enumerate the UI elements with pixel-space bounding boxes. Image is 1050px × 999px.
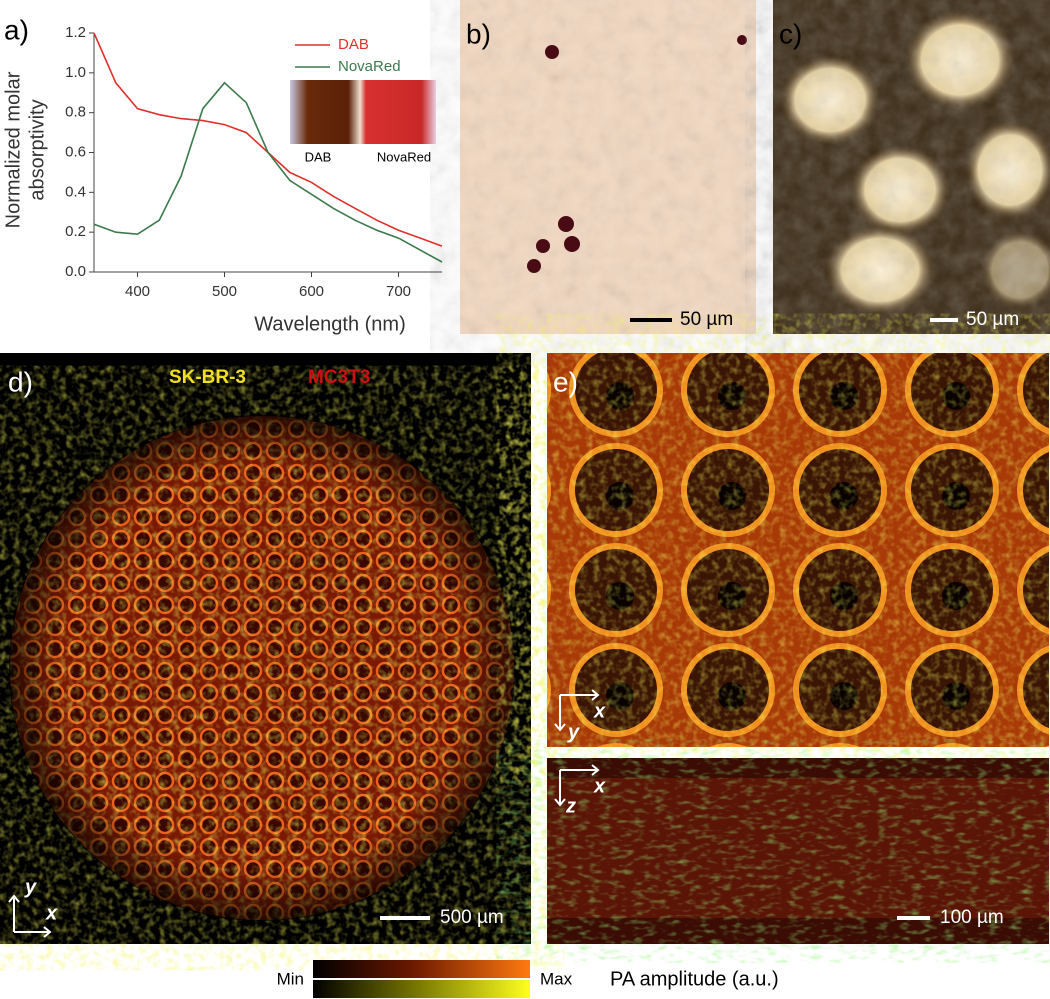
y-tick-label: 0.4 [65, 183, 86, 200]
scale-bar-label: 50 µm [966, 309, 1019, 330]
axis-letters: y x x y x z [24, 700, 606, 924]
panel-label: c) [779, 18, 802, 49]
y-tick-label: 0.8 [65, 104, 86, 121]
stain-label: SK-BR-3 [169, 367, 246, 388]
arrow [8, 894, 52, 938]
x-tick-label: 400 [125, 283, 150, 300]
color-swatch [290, 80, 436, 144]
disk-edge [9, 415, 515, 921]
y-tick-label: 0.6 [65, 143, 86, 160]
panel-d-image [0, 353, 531, 944]
panel-b-image [460, 0, 756, 334]
data-line [93, 81, 443, 263]
arrow [554, 764, 600, 807]
panel-e-image [547, 353, 1049, 944]
y-tick-label: 0.2 [65, 223, 86, 240]
stained-cell [737, 35, 747, 45]
axis-letter: z [565, 795, 576, 817]
panel-label: d) [8, 366, 33, 397]
panel-label: b) [466, 18, 491, 49]
axis-letter: y [24, 876, 37, 898]
axis-letter: y [567, 721, 580, 743]
scale-bar-label: 100 µm [940, 907, 1004, 928]
y-axis-label: Normalized molar [2, 71, 24, 228]
colorbar-max: Max [540, 969, 573, 988]
x-tick-label: 700 [386, 283, 411, 300]
arrow [554, 689, 600, 732]
scale-bar-label: 50 µm [680, 309, 733, 330]
texture [773, 0, 1050, 334]
stained-cell [536, 239, 550, 253]
legend-label: DAB [338, 36, 369, 53]
colorbar-title: PA amplitude (a.u.) [610, 968, 779, 990]
stain-label: MC3T3 [308, 367, 370, 388]
x-tick-label: 500 [212, 283, 237, 300]
y-tick-label: 0.0 [65, 263, 86, 280]
y-axis-label: absorptivity [26, 99, 48, 200]
green-signal [547, 758, 1049, 944]
texture [460, 0, 756, 334]
stained-cell [545, 45, 559, 59]
swatch-label: DAB [305, 149, 332, 164]
panel-label: e) [553, 366, 578, 397]
stained-cell [558, 216, 574, 232]
panel-label: a) [4, 14, 29, 45]
axis-letter: x [593, 700, 606, 722]
stained-cell [564, 236, 580, 252]
axis-letter: x [45, 902, 58, 924]
plot-area: 0.0 0.2 0.4 0.6 0.8 1.0 1.2 400 500 600 700 DAB Nova… [65, 24, 443, 300]
scale-bar-label: 500 µm [440, 907, 504, 928]
axis-letter: x [593, 775, 606, 797]
colorbar-yellow [313, 980, 530, 998]
stained-cell [527, 259, 541, 273]
axis-arrows [8, 689, 600, 938]
colorbar-red [313, 960, 530, 978]
colorbar-min: Min [277, 969, 304, 988]
yellow-signal [547, 353, 1049, 747]
x-axis-label: Wavelength (nm) [254, 313, 406, 335]
swatch-label: NovaRed [377, 149, 431, 164]
y-tick-label: 1.0 [65, 64, 86, 81]
x-tick-label: 600 [299, 283, 324, 300]
y-tick-label: 1.2 [65, 24, 86, 41]
legend-label: NovaRed [338, 58, 401, 75]
panel-c-image [773, 0, 1050, 334]
